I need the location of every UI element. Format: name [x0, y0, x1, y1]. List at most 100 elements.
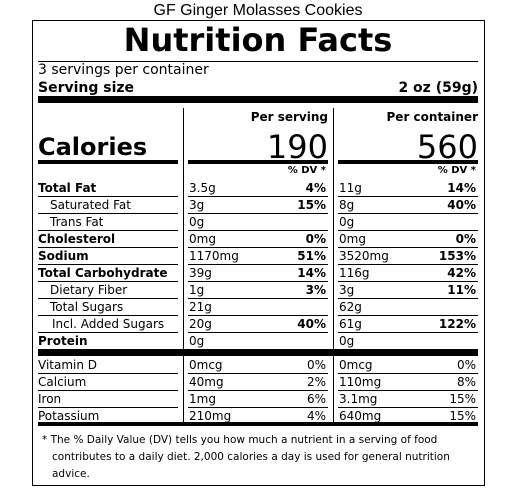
row-rule [38, 230, 178, 231]
amount: 0g [189, 215, 205, 229]
row-rule [338, 213, 478, 214]
daily-value: 40% [447, 198, 476, 212]
amount: 1g [189, 283, 205, 297]
amount: 62g [339, 300, 362, 314]
nutrient-label: Saturated Fat [50, 198, 131, 212]
row-rule [338, 390, 478, 391]
calories: 560 [416, 128, 478, 166]
amount: 1170mg [189, 249, 239, 263]
row-rule [38, 281, 178, 282]
daily-value: 0% [305, 232, 326, 246]
nutrient-label: Total Sugars [50, 300, 124, 314]
thick-rule [188, 160, 328, 164]
amount: 0g [339, 215, 355, 229]
row-rule [38, 213, 178, 214]
amount: 0mcg [339, 358, 373, 372]
row-rule [188, 264, 328, 265]
amount: 21g [189, 300, 212, 314]
amount: 3520mg [339, 249, 389, 263]
amount: 210mg [189, 409, 232, 423]
row-rule [338, 298, 478, 299]
rule [38, 61, 478, 62]
nutrient-label: Dietary Fiber [50, 283, 128, 297]
row-rule [338, 332, 478, 333]
label-box [32, 20, 485, 486]
row-rule [38, 407, 178, 408]
row-rule [38, 349, 178, 350]
heading: Nutrition Facts [123, 21, 393, 59]
daily-value: 15% [449, 409, 476, 423]
daily-value: 4% [305, 181, 326, 195]
amount: 0g [339, 334, 355, 348]
nutrient-label: Potassium [38, 409, 100, 423]
nutrient-label: Iron [38, 392, 62, 406]
row-rule [188, 230, 328, 231]
nutrient-label: Incl. Added Sugars [52, 317, 165, 331]
amount: 1mg [189, 392, 216, 406]
amount: 640mg [339, 409, 382, 423]
daily-value: 3% [305, 283, 326, 297]
daily-value: 0% [455, 232, 476, 246]
row-rule [188, 281, 328, 282]
amount: 0g [189, 334, 205, 348]
thick-rule [38, 96, 478, 103]
dv-header: % DV * [437, 165, 476, 176]
col-header: Per serving [250, 110, 328, 124]
row-rule [38, 247, 178, 248]
amount: 0mcg [189, 358, 223, 372]
daily-value: 0% [456, 358, 476, 372]
daily-value: 14% [297, 266, 326, 280]
row-rule [188, 424, 328, 425]
row-rule [38, 264, 178, 265]
footnote: * The % Daily Value (DV) tells you how m… [42, 434, 450, 480]
row-rule [338, 349, 478, 350]
thick-rule [38, 160, 178, 164]
nutrient-label: Calcium [38, 375, 87, 389]
thick-rule [338, 160, 478, 164]
row-rule [338, 373, 478, 374]
daily-value: 14% [447, 181, 476, 195]
row-rule [188, 407, 328, 408]
amount: 3.5g [189, 181, 216, 195]
nutrient-label: Total Carbohydrate [38, 266, 168, 280]
row-rule [188, 332, 328, 333]
amount: 0mg [189, 232, 216, 246]
amount: 110mg [339, 375, 382, 389]
amount: 61g [339, 317, 362, 331]
serving-size: 2 oz (59g) [398, 80, 478, 96]
daily-value: 11% [447, 283, 476, 297]
calories: 190 [266, 128, 328, 166]
col-header: Per container [386, 110, 478, 124]
row-rule [188, 315, 328, 316]
serving-size-label: Serving size [38, 80, 135, 96]
row-rule [338, 230, 478, 231]
dv-header: % DV * [287, 165, 326, 176]
nutrient-label: Total Fat [38, 181, 97, 195]
daily-value: 4% [306, 409, 326, 423]
calories-label: Calories [38, 133, 148, 161]
amount: 40mg [189, 375, 224, 389]
row-rule [338, 264, 478, 265]
servings: 3 servings per container [38, 62, 209, 78]
nutrient-label: Sodium [38, 249, 89, 263]
nutrient-label: Protein [38, 334, 88, 348]
daily-value: 153% [438, 249, 476, 263]
nutrient-label: Cholesterol [38, 232, 116, 246]
row-rule [188, 247, 328, 248]
daily-value: 42% [447, 266, 476, 280]
row-rule [188, 373, 328, 374]
row-rule [338, 196, 478, 197]
row-rule [38, 373, 178, 374]
row-rule [338, 407, 478, 408]
daily-value: 0% [306, 358, 326, 372]
amount: 3.1mg [339, 392, 378, 406]
amount: 20g [189, 317, 212, 331]
amount: 3g [339, 283, 355, 297]
row-rule [338, 247, 478, 248]
row-rule [38, 332, 178, 333]
daily-value: 51% [297, 249, 326, 263]
row-rule [38, 196, 178, 197]
row-rule [38, 424, 178, 425]
daily-value: 122% [438, 317, 476, 331]
